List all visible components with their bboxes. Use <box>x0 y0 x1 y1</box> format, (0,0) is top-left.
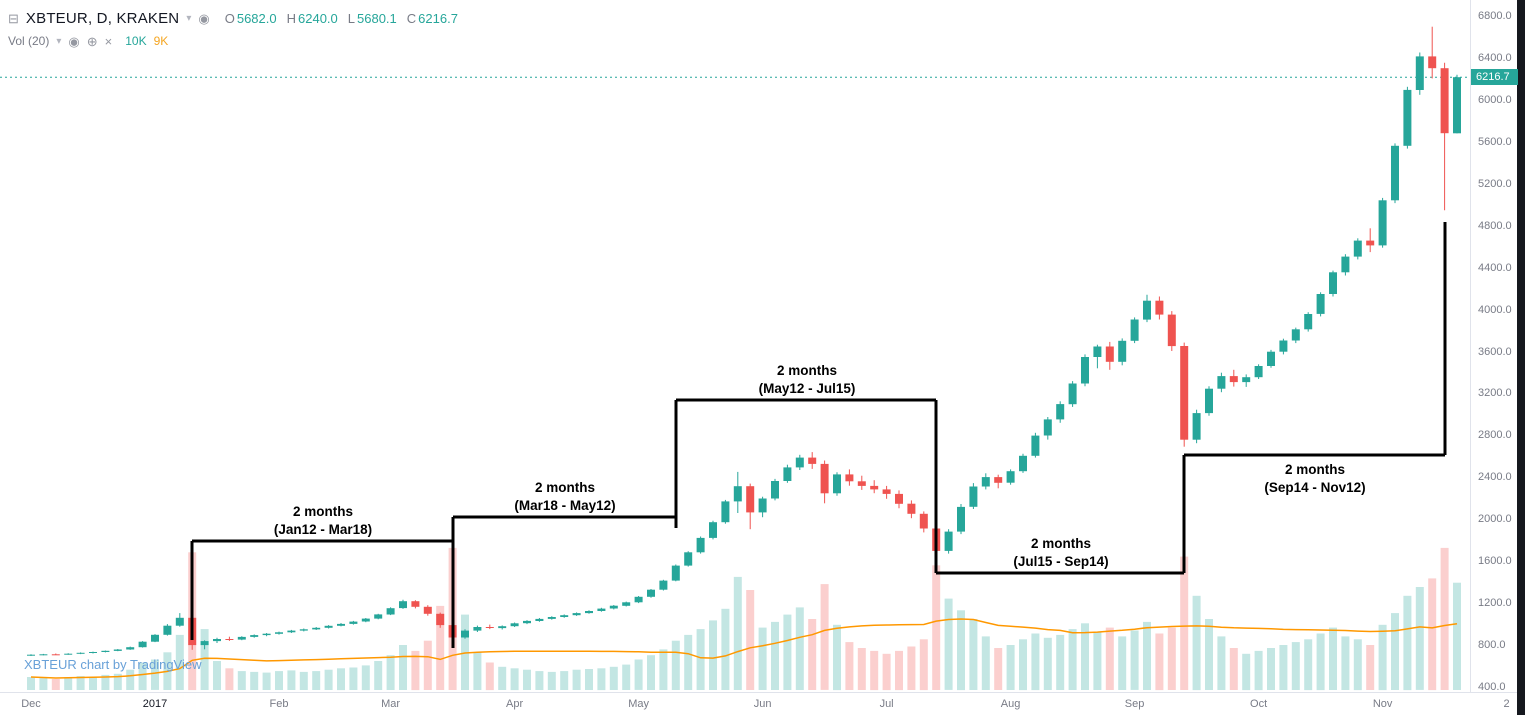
candlestick-chart[interactable] <box>0 0 1470 692</box>
chevron-down-icon[interactable]: ▾ <box>56 35 62 47</box>
price-tick-label: 3600.0 <box>1478 345 1512 358</box>
annotation-label-mar18-may12[interactable]: 2 months (Mar18 - May12) <box>469 479 661 515</box>
price-tick-label: 4400.0 <box>1478 261 1512 274</box>
time-axis-label: 2017 <box>142 698 168 710</box>
annotation-label-jul15-sep14[interactable]: 2 months (Jul15 - Sep14) <box>965 535 1157 571</box>
time-axis-label: 2 <box>1503 698 1510 710</box>
annotation-range: (Mar18 - May12) <box>514 498 616 513</box>
close-label: C <box>406 11 417 26</box>
price-tick-label: 6000.0 <box>1478 93 1512 106</box>
time-axis-label: Mar <box>381 698 401 710</box>
volume-ma-value-1: 10K <box>125 34 147 48</box>
time-axis-label: Nov <box>1372 698 1393 710</box>
volume-series <box>27 547 1461 691</box>
annotation-title: 2 months <box>534 480 595 495</box>
time-axis-label: Oct <box>1250 698 1268 710</box>
ohlc-values: O 5682.0 H 6240.0 L 5680.1 C 6216.7 <box>225 11 458 26</box>
volume-indicator-row: Vol (20) ▾ ◉ ⊕ × 10K 9K <box>8 34 168 48</box>
annotation-title: 2 months <box>292 504 353 519</box>
annotation-range: (Jul15 - Sep14) <box>1013 554 1109 569</box>
price-tick-label: 6400.0 <box>1478 51 1512 64</box>
window-edge-strip <box>1517 0 1525 715</box>
close-value: 6216.7 <box>418 11 458 26</box>
time-axis-label: Dec <box>21 698 41 710</box>
price-tick-label: 5600.0 <box>1478 135 1512 148</box>
chart-plot-area[interactable]: ⊟ XBTEUR, D, KRAKEN ▾ ◉ O 5682.0 H 6240.0 … <box>0 0 1470 692</box>
price-tick-label: 1600.0 <box>1478 555 1512 568</box>
symbol-legend-row: ⊟ XBTEUR, D, KRAKEN ▾ ◉ O 5682.0 H 6240.0 … <box>8 10 458 27</box>
last-price-badge: 6216.7 <box>1471 69 1518 86</box>
low-value: 5680.1 <box>357 11 397 26</box>
annotation-title: 2 months <box>1030 536 1091 551</box>
volume-ma-value-2: 9K <box>153 34 169 48</box>
price-tick-label: 5200.0 <box>1478 177 1512 190</box>
low-label: L <box>347 11 355 26</box>
time-axis-label: Apr <box>506 698 524 710</box>
price-tick-label: 1200.0 <box>1478 597 1512 610</box>
annotation-range: (May12 - Jul15) <box>758 381 856 396</box>
price-axis[interactable]: 6216.7 6800.0 6400.0 6000.0 5600.0 5200.0 480… <box>1470 0 1518 693</box>
price-tick-label: 2000.0 <box>1478 513 1512 526</box>
annotation-range: (Jan12 - Mar18) <box>273 522 373 537</box>
annotation-lines[interactable] <box>190 222 1447 648</box>
open-label: O <box>224 11 235 26</box>
time-axis-label: Sep <box>1124 698 1145 710</box>
annotation-label-sep14-nov12[interactable]: 2 months (Sep14 - Nov12) <box>1219 461 1411 497</box>
price-tick-label: 2800.0 <box>1478 429 1512 442</box>
open-value: 5682.0 <box>236 11 277 26</box>
price-tick-label: 4800.0 <box>1478 219 1512 232</box>
volume-ma-line <box>30 618 1458 679</box>
annotation-range: (Sep14 - Nov12) <box>1264 480 1366 495</box>
settings-icon[interactable]: ⊕ <box>86 33 98 49</box>
candlestick-series <box>27 26 1461 656</box>
time-axis-label: Jun <box>753 698 772 710</box>
price-tick-label: 4000.0 <box>1478 303 1512 316</box>
volume-indicator-label[interactable]: Vol (20) <box>8 34 50 48</box>
annotation-title: 2 months <box>776 363 837 378</box>
high-value: 6240.0 <box>298 11 338 26</box>
tradingview-watermark-link[interactable]: XBTEUR chart by TradingView <box>24 657 202 672</box>
time-axis-label: May <box>628 698 649 710</box>
time-axis-label: Aug <box>1000 698 1021 710</box>
symbol-title[interactable]: XBTEUR, D, KRAKEN <box>25 10 180 27</box>
annotation-label-may12-jul15[interactable]: 2 months (May12 - Jul15) <box>711 362 903 398</box>
price-tick-label: 2400.0 <box>1478 471 1512 484</box>
time-axis-label: Jul <box>879 698 894 710</box>
time-axis-label: Feb <box>269 698 289 710</box>
chevron-down-icon[interactable]: ▾ <box>186 13 192 24</box>
price-tick-label: 400.0 <box>1478 681 1506 693</box>
price-tick-label: 3200.0 <box>1478 387 1512 400</box>
price-tick-label: 800.0 <box>1478 639 1506 652</box>
price-tick-label: 6800.0 <box>1478 10 1512 22</box>
annotation-title: 2 months <box>1284 462 1345 477</box>
time-axis[interactable]: Dec 2017 Feb Mar Apr May Jun Jul Aug Sep Oct Nov 2 <box>0 692 1517 715</box>
high-label: H <box>286 11 296 26</box>
eye-icon[interactable]: ◉ <box>198 11 210 26</box>
close-icon[interactable]: × <box>104 33 113 49</box>
annotation-label-jan12-mar18[interactable]: 2 months (Jan12 - Mar18) <box>227 503 419 539</box>
collapse-legend-icon[interactable]: ⊟ <box>8 11 19 26</box>
eye-icon[interactable]: ◉ <box>68 33 80 49</box>
